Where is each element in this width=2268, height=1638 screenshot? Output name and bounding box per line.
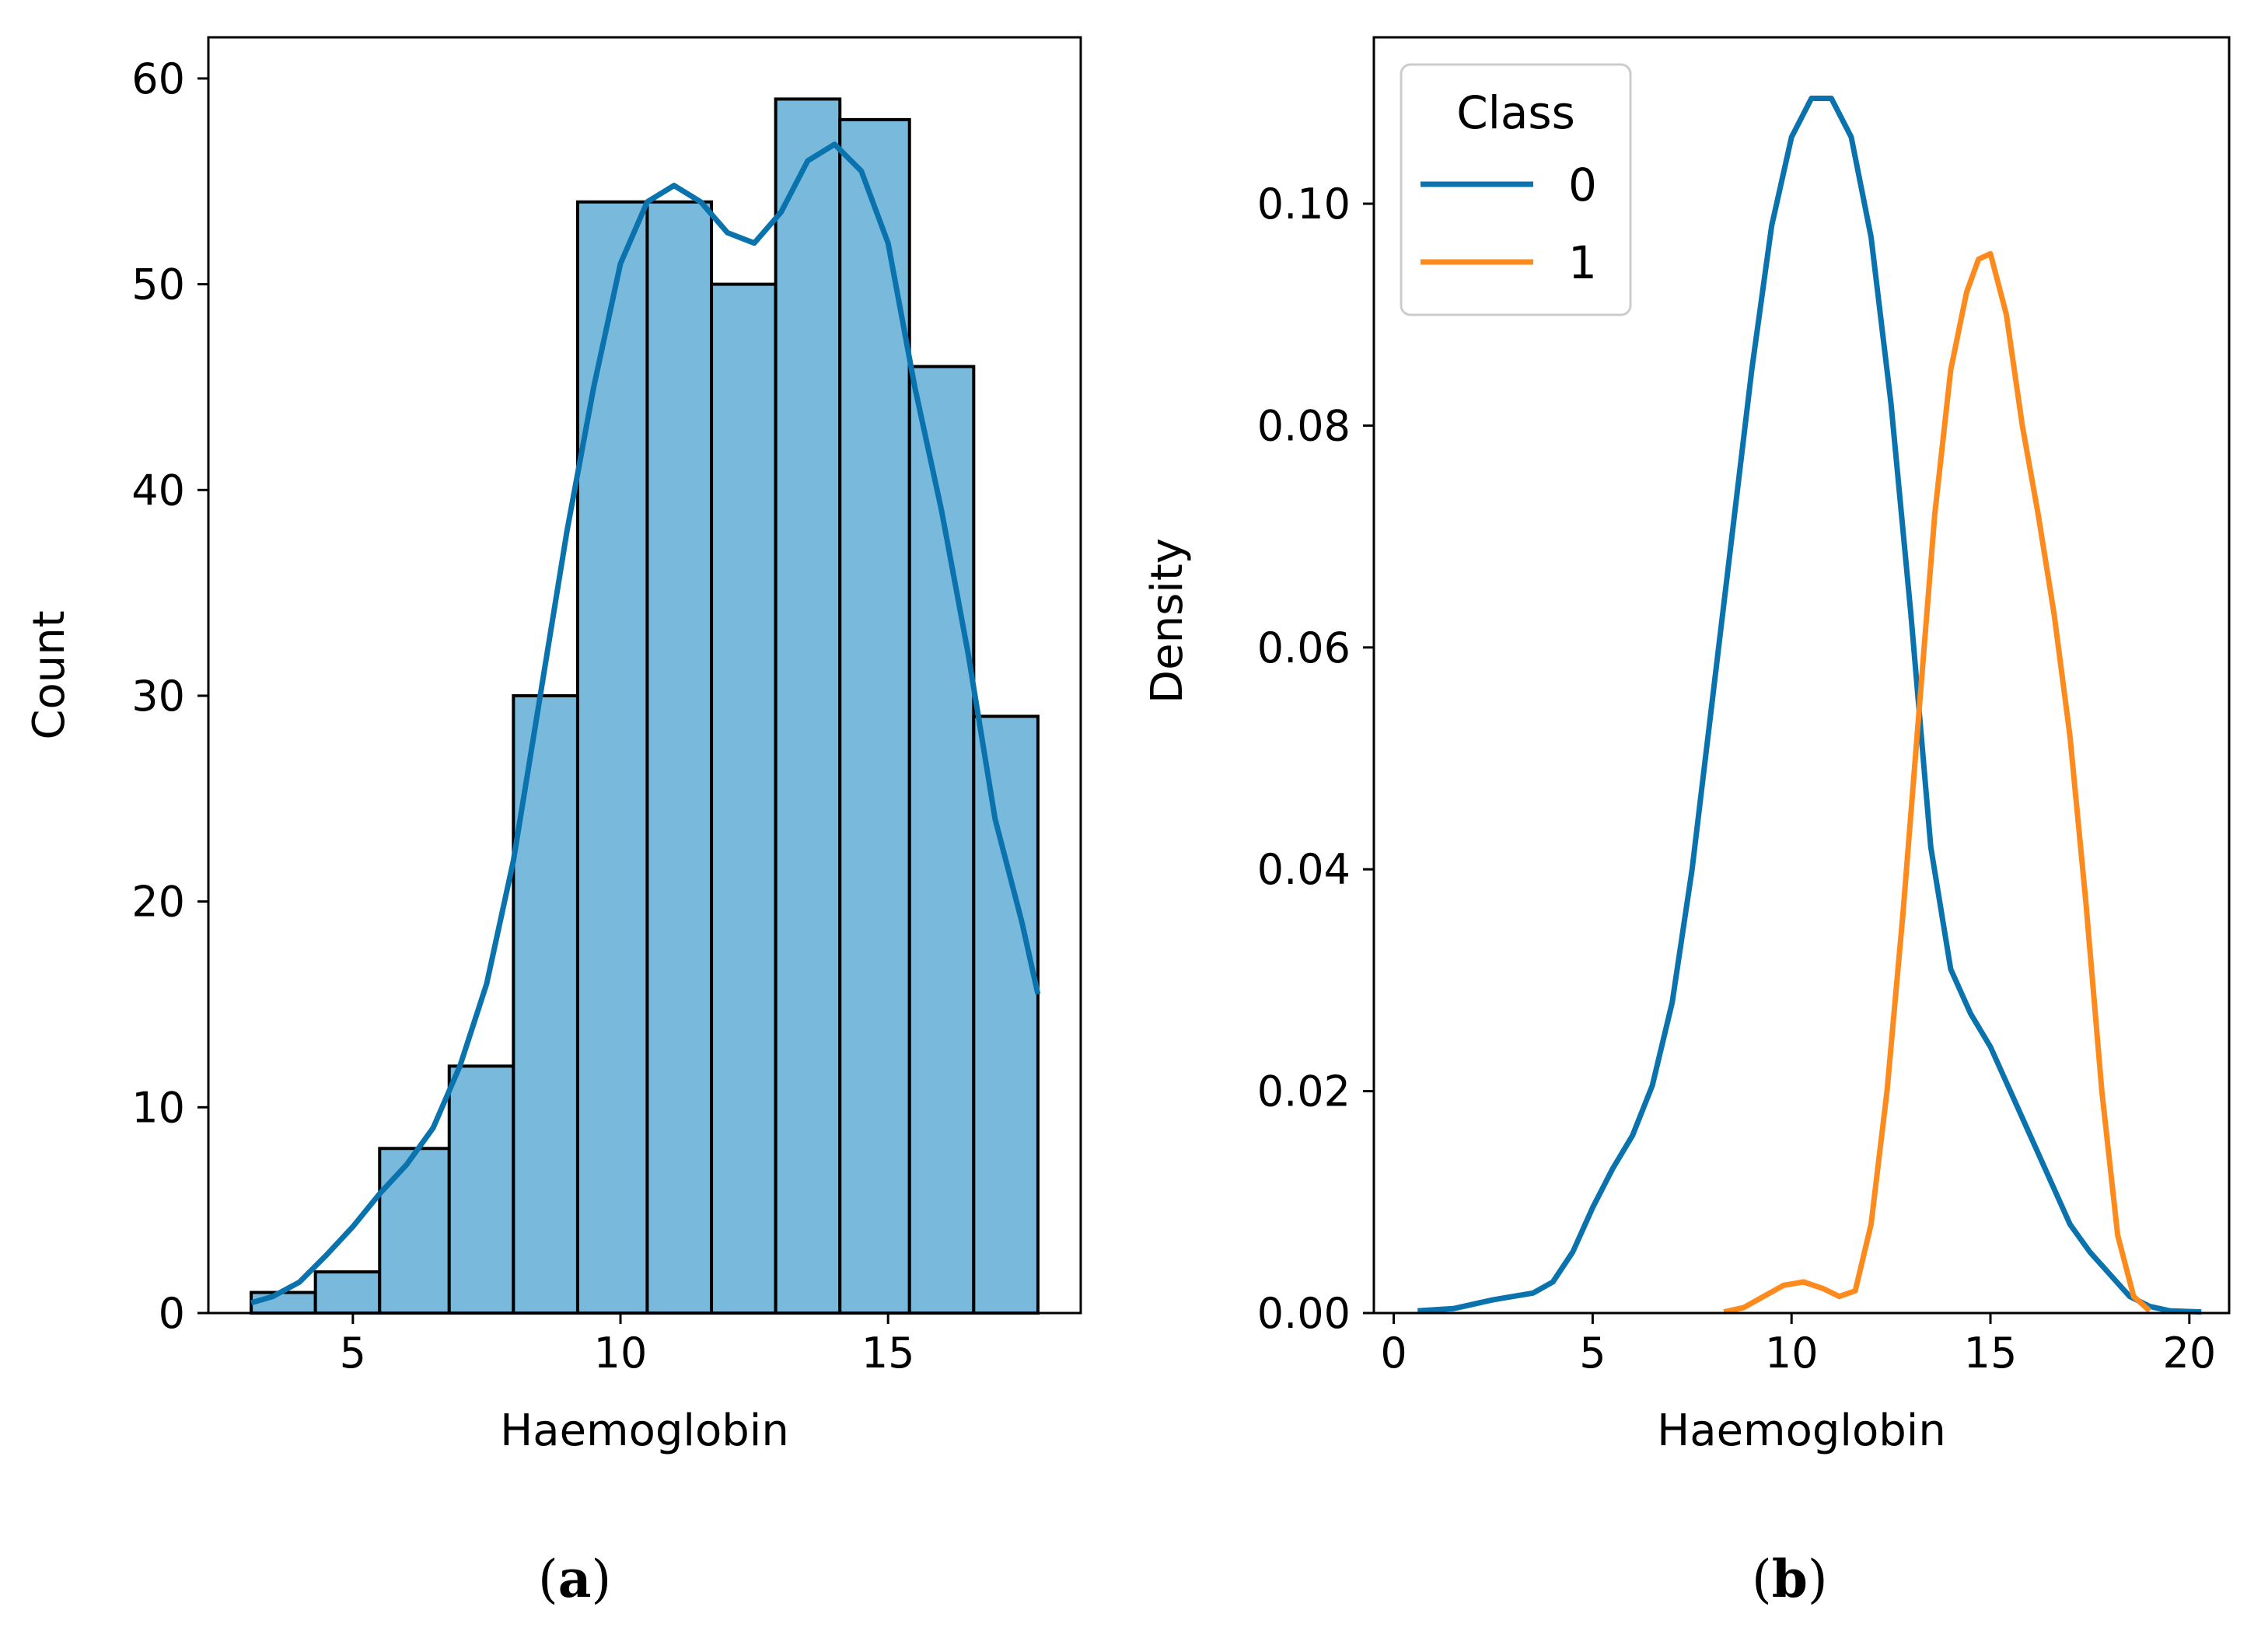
y-tick-label: 20 <box>131 878 185 927</box>
histogram-bar <box>710 282 778 1315</box>
x-axis-title: Haemoglobin <box>500 1406 789 1456</box>
histogram-panel: 5 10 15 0 10 20 30 40 50 60 Haemoglobin Count <box>24 36 1082 1456</box>
y-tick-label: 0.04 <box>1257 845 1351 894</box>
histogram-bar <box>972 714 1040 1315</box>
histogram-bar <box>774 97 842 1315</box>
y-tick-label: 0.08 <box>1257 401 1351 450</box>
x-tick-label: 0 <box>1380 1329 1407 1378</box>
y-tick-label: 0.00 <box>1257 1289 1351 1338</box>
legend-label-class-0: 0 <box>1568 159 1597 211</box>
histogram-bar <box>447 1064 515 1315</box>
x-axis-title: Haemoglobin <box>1657 1406 1946 1456</box>
y-tick-label: 50 <box>131 260 185 309</box>
x-tick-label: 15 <box>861 1329 915 1378</box>
y-tick-label: 40 <box>131 466 185 515</box>
axes-frame <box>1372 36 2231 1315</box>
density-line-class-0 <box>1417 96 2202 1315</box>
histogram-bar <box>645 200 714 1315</box>
y-tick-label: 0.02 <box>1257 1067 1351 1116</box>
y-tick-label: 0.06 <box>1257 623 1351 672</box>
axes-frame <box>207 36 1082 1315</box>
legend-box <box>1400 63 1632 316</box>
x-tick-label: 15 <box>1964 1329 2018 1378</box>
y-tick-label: 60 <box>131 54 185 103</box>
legend: Class 0 1 <box>1400 63 1632 316</box>
y-tick-label: 30 <box>131 672 185 721</box>
x-tick-label: 10 <box>1765 1329 1819 1378</box>
density-panel: 0 5 10 15 200.000.020.040.060.080.10Haemoglo… <box>1142 36 2231 1456</box>
panel-label-a: (a) <box>538 1549 612 1609</box>
legend-label-class-1: 1 <box>1568 236 1597 289</box>
x-tick-label: 5 <box>340 1329 366 1378</box>
legend-title: Class <box>1456 86 1575 139</box>
density-line-class-1 <box>1723 250 2152 1315</box>
x-tick-label: 10 <box>594 1329 648 1378</box>
y-axis-title: Count <box>24 610 75 739</box>
x-tick-label: 20 <box>2162 1329 2216 1378</box>
y-axis-title: Density <box>1142 538 1193 704</box>
y-tick-label: 0 <box>159 1289 185 1338</box>
panel-label-b: (b) <box>1752 1549 1828 1609</box>
kde-line <box>250 141 1041 1306</box>
y-tick-label: 10 <box>131 1083 185 1132</box>
y-tick-label: 0.10 <box>1257 180 1351 229</box>
histogram-bar <box>378 1147 451 1315</box>
histogram-bar <box>313 1270 382 1315</box>
histogram-bar <box>575 200 649 1315</box>
x-tick-label: 5 <box>1579 1329 1606 1378</box>
